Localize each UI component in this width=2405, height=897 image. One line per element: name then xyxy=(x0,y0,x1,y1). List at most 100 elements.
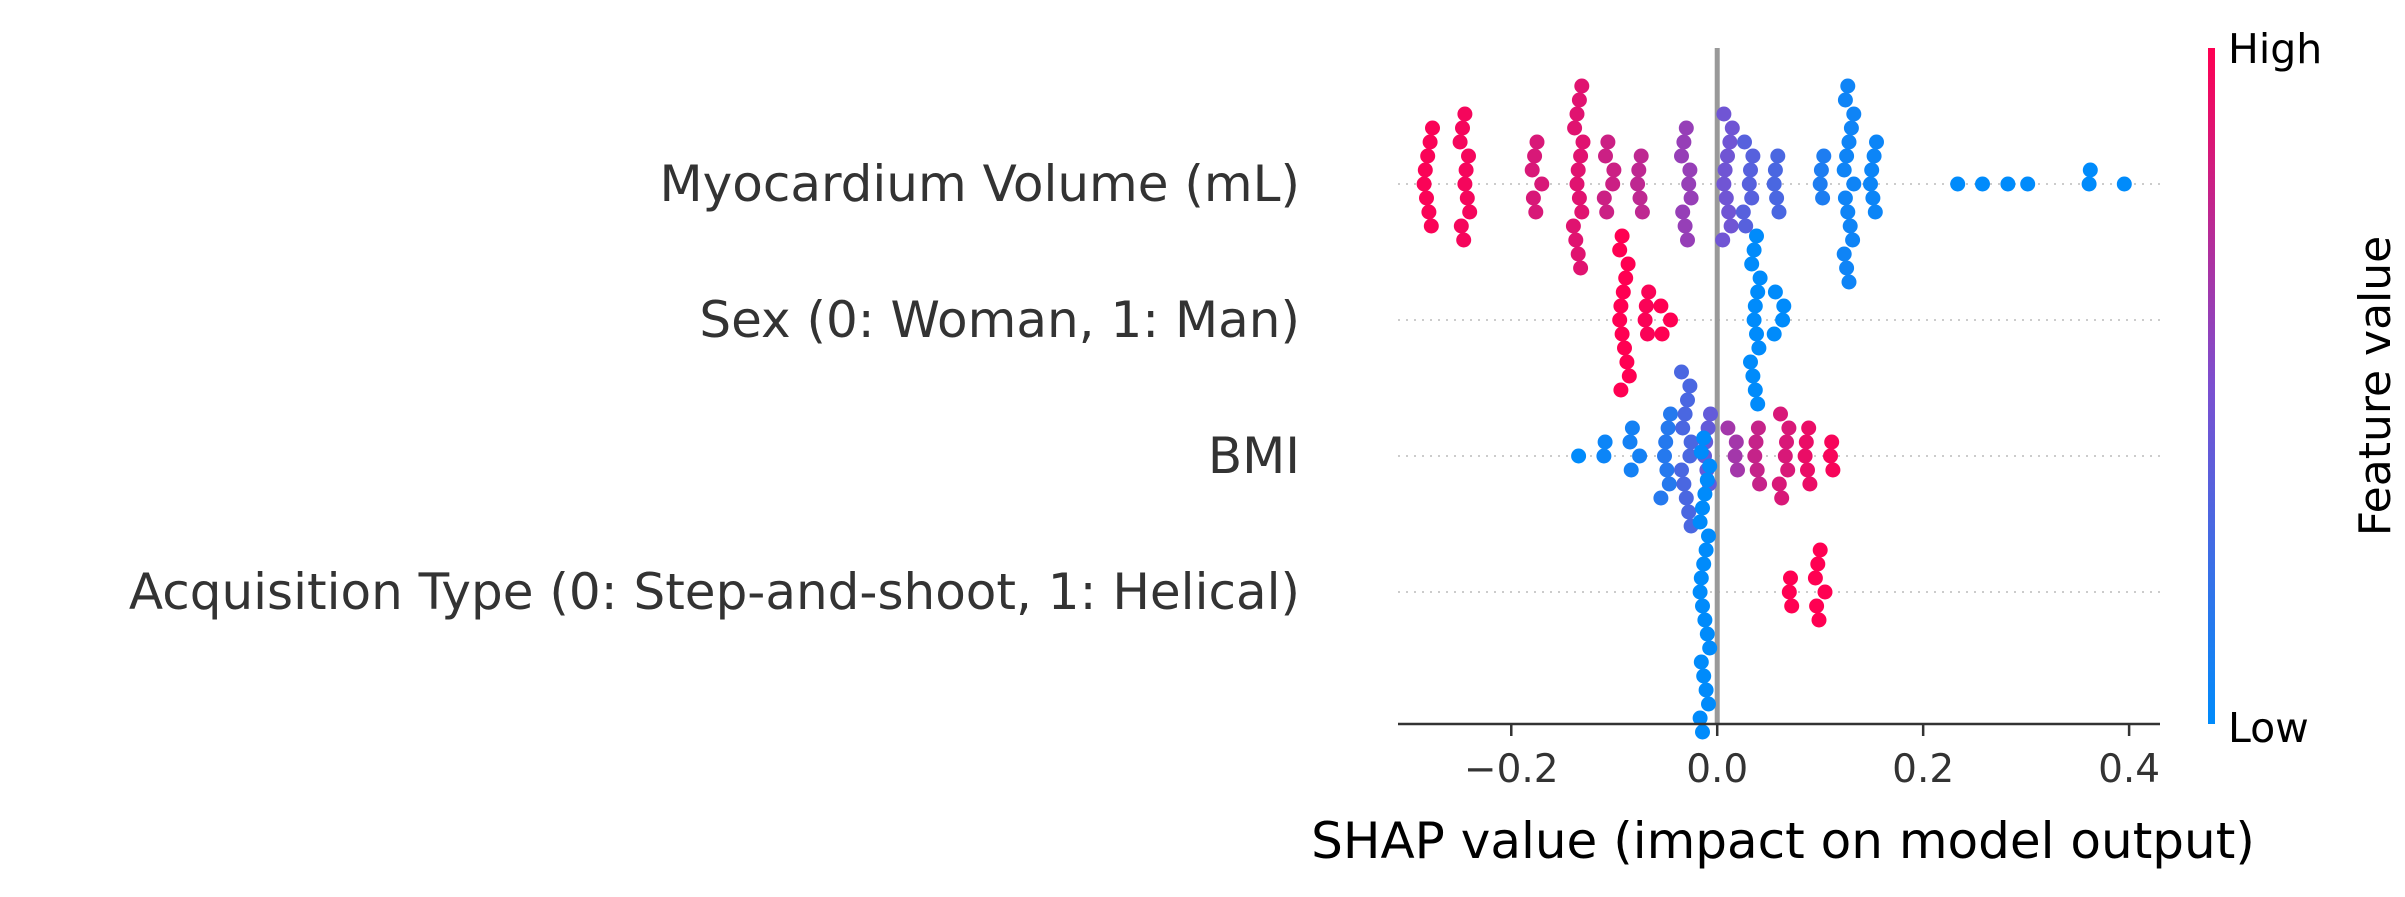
shap-point xyxy=(1730,462,1745,478)
shap-point xyxy=(1453,218,1469,234)
shap-point xyxy=(1420,148,1436,164)
shap-point xyxy=(1837,92,1853,108)
shap-point xyxy=(1674,364,1689,380)
shap-point xyxy=(1779,434,1794,450)
shap-point xyxy=(1615,284,1631,300)
shap-point xyxy=(1836,162,1852,178)
colorbar-low-label: Low xyxy=(2228,704,2309,752)
shap-point xyxy=(1677,218,1693,234)
shap-point xyxy=(1747,382,1763,398)
shap-point xyxy=(1716,106,1732,122)
shap-point xyxy=(1766,326,1782,342)
shap-point xyxy=(1783,570,1798,586)
shap-point xyxy=(1750,284,1766,300)
shap-point xyxy=(1452,134,1468,150)
shap-point xyxy=(1975,176,1990,192)
shap-point xyxy=(1697,486,1713,502)
shap-point xyxy=(1812,176,1828,192)
shap-point xyxy=(1747,448,1763,464)
shap-point xyxy=(1697,612,1713,628)
shap-point xyxy=(1663,406,1678,422)
shap-point xyxy=(1839,148,1855,164)
shap-point xyxy=(1421,204,1437,220)
shap-point xyxy=(1749,228,1764,244)
shap-point xyxy=(1654,326,1670,342)
shap-point xyxy=(1681,176,1697,192)
shap-point xyxy=(1632,190,1648,206)
colorbar: High Low Feature value xyxy=(2208,25,2401,752)
shap-point xyxy=(1841,134,1857,150)
shap-point xyxy=(1811,612,1827,628)
colorbar-high-label: High xyxy=(2228,25,2322,73)
shap-point xyxy=(1816,148,1832,164)
shap-point xyxy=(1462,204,1478,220)
shap-point xyxy=(1812,542,1828,558)
shap-point xyxy=(1524,162,1540,178)
shap-point xyxy=(1865,190,1881,206)
shap-point xyxy=(1695,500,1710,516)
shap-point xyxy=(1680,232,1695,248)
shap-point xyxy=(1773,406,1788,422)
shap-point xyxy=(1721,204,1737,220)
shap-point xyxy=(1570,162,1586,178)
shap-point xyxy=(1575,134,1591,150)
shap-point xyxy=(1720,148,1735,164)
shap-point xyxy=(1571,190,1587,206)
shap-point xyxy=(1683,434,1699,450)
shap-point xyxy=(1840,78,1856,94)
shap-points xyxy=(1416,78,2132,740)
shap-point xyxy=(1663,312,1678,328)
shap-point xyxy=(1746,312,1762,328)
shap-point xyxy=(1749,326,1764,342)
shap-point xyxy=(1692,514,1708,530)
shap-point xyxy=(1809,598,1825,614)
shap-point xyxy=(1744,256,1760,272)
shap-point xyxy=(1727,448,1743,464)
shap-point xyxy=(1807,570,1823,586)
shap-point xyxy=(1842,218,1858,234)
shap-point xyxy=(1716,176,1732,192)
shap-point xyxy=(1571,448,1587,464)
shap-point xyxy=(1722,134,1738,150)
shap-point xyxy=(1845,232,1861,248)
shap-point xyxy=(1801,420,1817,436)
shap-point xyxy=(1693,444,1709,460)
shap-point xyxy=(1565,218,1581,234)
shap-point xyxy=(1696,556,1712,572)
shap-point xyxy=(1810,556,1826,572)
shap-point xyxy=(1657,448,1672,464)
shap-point xyxy=(1641,284,1657,300)
shap-point xyxy=(1866,148,1882,164)
shap-point xyxy=(1653,298,1669,314)
shap-point xyxy=(1840,204,1856,220)
shap-point xyxy=(1598,148,1613,164)
shap-point xyxy=(1417,162,1433,178)
shap-point xyxy=(1677,406,1693,422)
shap-point xyxy=(2116,176,2132,192)
shap-point xyxy=(1606,162,1622,178)
shap-point xyxy=(1777,448,1793,464)
shap-point xyxy=(1780,462,1796,478)
shap-point xyxy=(1613,298,1629,314)
shap-point xyxy=(1841,274,1857,290)
shap-point xyxy=(1574,78,1590,94)
shap-point xyxy=(1699,626,1715,642)
shap-point xyxy=(1745,368,1761,384)
shap-point xyxy=(1824,434,1840,450)
shap-point xyxy=(1653,490,1669,506)
shap-point xyxy=(2082,162,2098,178)
shap-point xyxy=(1534,176,1550,192)
shap-point xyxy=(1660,420,1676,436)
shap-point xyxy=(1800,462,1815,478)
shap-point xyxy=(1678,490,1694,506)
shap-point xyxy=(1573,260,1589,276)
shap-point xyxy=(1750,396,1766,412)
shap-point xyxy=(1596,448,1612,464)
x-tick-label: 0.2 xyxy=(1892,747,1954,792)
shap-point xyxy=(1723,218,1739,234)
shap-point xyxy=(1612,312,1628,328)
feature-label: Acquisition Type (0: Step-and-shoot, 1: … xyxy=(129,563,1300,621)
shap-point xyxy=(1569,106,1585,122)
shap-point xyxy=(1766,176,1782,192)
feature-label: Sex (0: Woman, 1: Man) xyxy=(699,291,1300,349)
